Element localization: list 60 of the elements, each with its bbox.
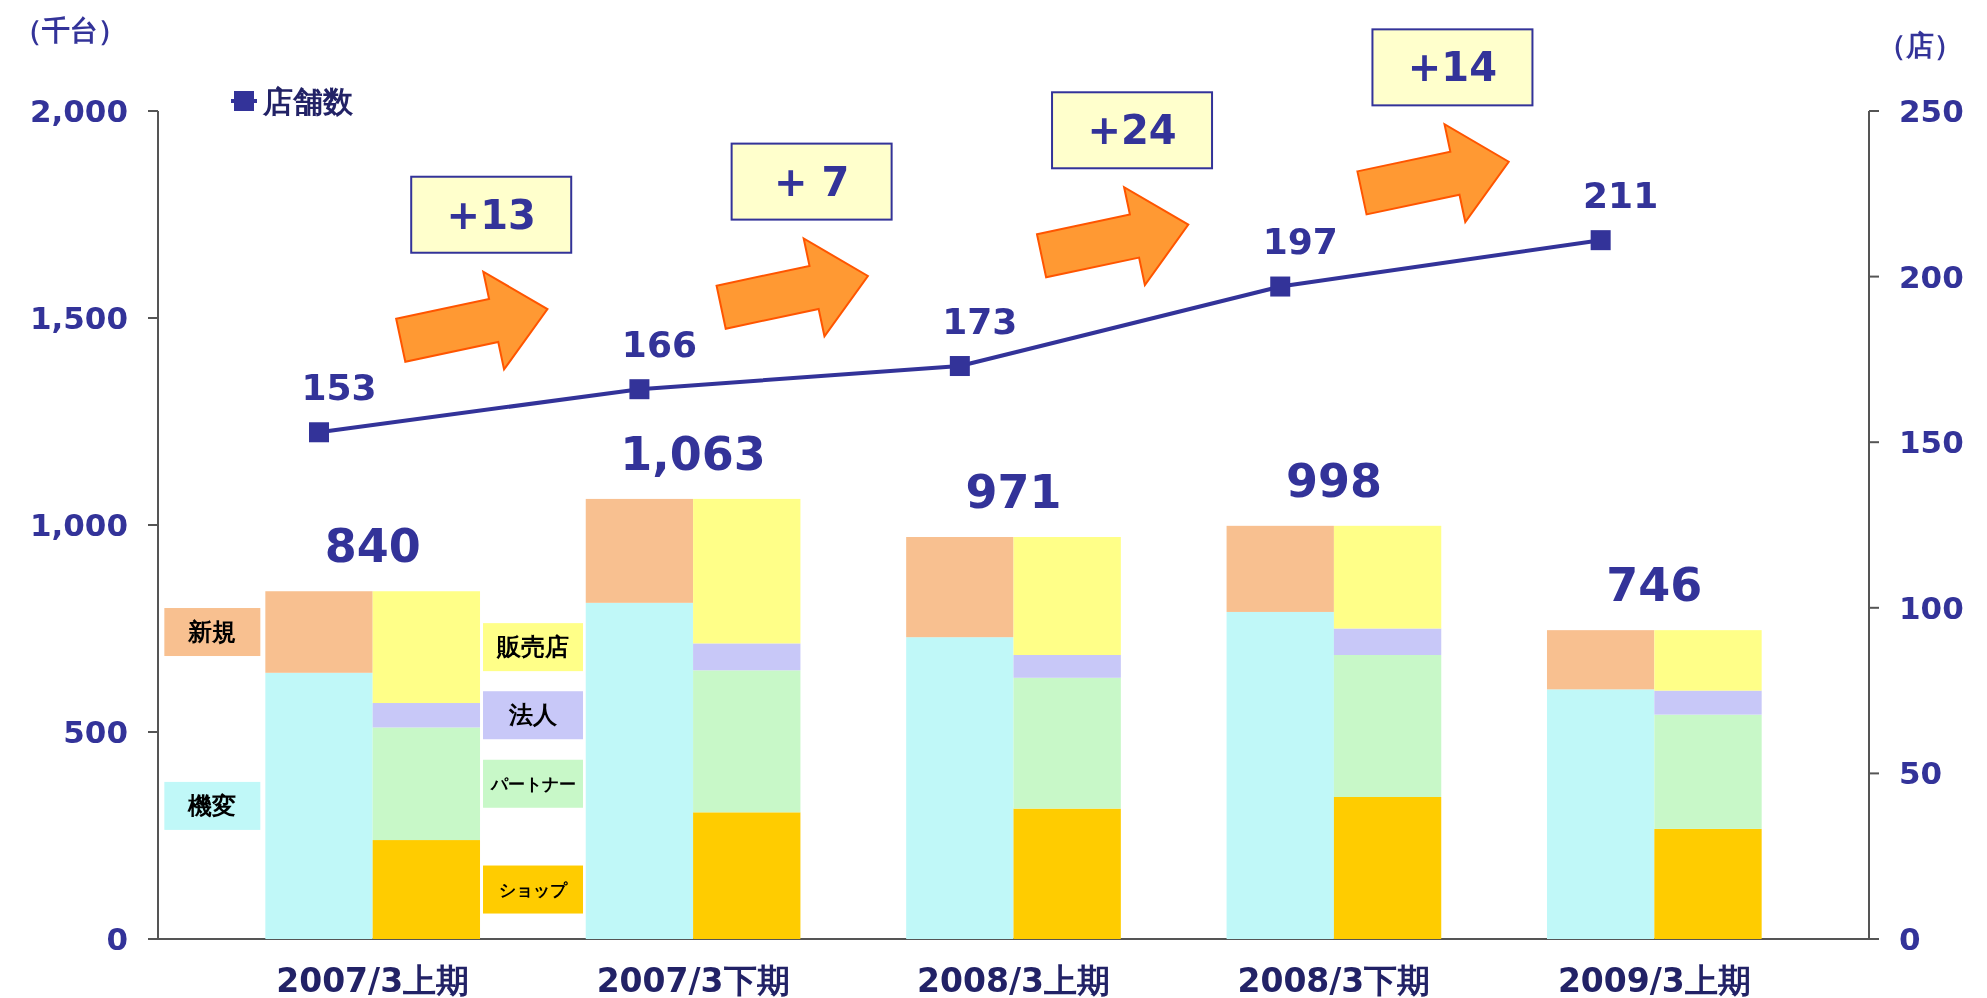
series-label: 販売店 (483, 623, 583, 672)
bar (372, 703, 481, 728)
y2-tick-label: 50 (1899, 755, 1943, 792)
series-label: パートナー (489, 773, 576, 794)
data-label: 166 (621, 323, 697, 365)
data-label: 197 (1262, 221, 1338, 263)
annotation: +24 (1087, 107, 1177, 154)
bar (585, 602, 694, 939)
point (1590, 230, 1611, 251)
bar (1546, 689, 1655, 939)
x-tick-label: 2008/3上期 (917, 960, 1110, 998)
data-label: 173 (942, 300, 1018, 342)
series-label: 新規 (164, 608, 261, 656)
series-label: ショップ (483, 865, 583, 914)
text: +14 (1407, 44, 1498, 91)
series-label: パートナー (483, 759, 583, 808)
series-label: 機変 (187, 791, 237, 820)
y-tick-label: 2,000 (29, 93, 128, 129)
y2-tick-label: 250 (1899, 93, 1964, 129)
legend-label: 店舗数 (262, 83, 354, 119)
y-tick-label: 1,500 (29, 300, 128, 336)
annotation: + 7 (773, 158, 850, 205)
series-label: ショップ (499, 879, 569, 900)
bar (265, 672, 373, 939)
total-label: 998 (1285, 453, 1382, 508)
bar (906, 637, 1014, 939)
y-tick-label: 0 (106, 921, 128, 957)
point (309, 422, 330, 443)
y2-tick-label: 100 (1899, 589, 1964, 626)
bar (1333, 628, 1442, 655)
y2-axis-title: （店） (1878, 28, 1962, 62)
x-tick-label: 2008/3下期 (1237, 960, 1431, 998)
data-label: 153 (301, 366, 377, 408)
series-label: 新規 (187, 618, 237, 647)
x-tick-label: 2009/3上期 (1557, 960, 1751, 998)
series-label: 販売店 (496, 633, 570, 662)
total-label: 840 (324, 519, 421, 574)
y-axis-title: （千台） (14, 13, 126, 47)
bar (1013, 655, 1121, 678)
annotation: +13 (446, 191, 536, 238)
series-label: 法人 (508, 701, 559, 730)
point (629, 379, 650, 400)
point (1270, 276, 1291, 297)
y2-tick-label: 0 (1899, 921, 1921, 957)
bar (1654, 690, 1762, 715)
y2-tick-label: 150 (1899, 424, 1964, 461)
bar (1226, 611, 1334, 939)
bar (693, 643, 801, 671)
y2-tick-label: 200 (1899, 258, 1964, 295)
y-tick-label: 500 (63, 714, 128, 750)
total-label: 746 (1606, 558, 1703, 613)
data-label: 211 (1583, 174, 1659, 216)
series-label: 法人 (483, 691, 583, 740)
total-label: 1,063 (620, 426, 766, 481)
x-tick-label: 2007/3下期 (596, 960, 790, 998)
point (949, 356, 970, 377)
x-tick-label: 2007/3上期 (276, 960, 470, 998)
series-label: 機変 (164, 781, 261, 830)
total-label: 971 (965, 465, 1062, 520)
y-tick-label: 1,000 (29, 507, 128, 543)
